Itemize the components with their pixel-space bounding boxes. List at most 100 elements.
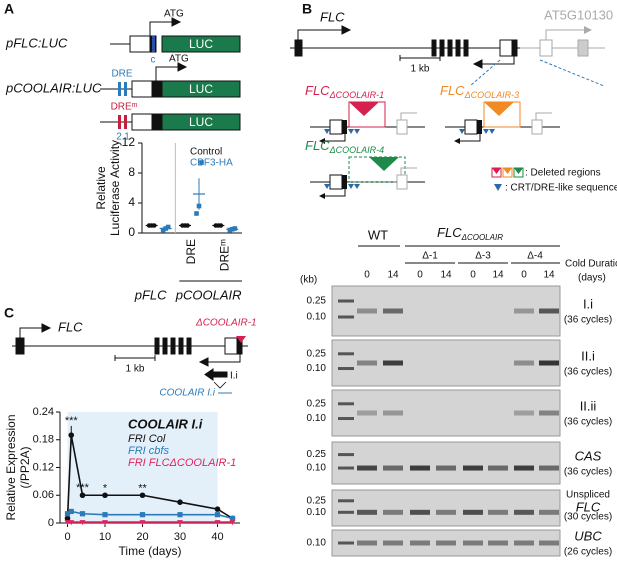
arrow bbox=[325, 189, 346, 197]
data-point bbox=[194, 211, 199, 216]
band bbox=[463, 465, 483, 471]
exon bbox=[464, 119, 478, 135]
x-axis-label: Time (days) bbox=[119, 544, 182, 558]
band bbox=[357, 308, 377, 314]
legend-title: COOLAIR I.i bbox=[128, 416, 203, 431]
y-tick-label: 12 bbox=[122, 135, 136, 149]
band bbox=[383, 540, 403, 546]
marker-size: 0.25 bbox=[307, 449, 327, 460]
y-axis-label: Luciferase Activity bbox=[108, 140, 122, 236]
day-label: 14 bbox=[387, 270, 399, 281]
marker-band bbox=[338, 453, 354, 457]
data-point bbox=[214, 512, 221, 518]
allele-label: FLCΔCOOLAIR-4 bbox=[305, 138, 384, 155]
band bbox=[463, 509, 483, 515]
legend-icons bbox=[491, 167, 524, 191]
y-tick-label: 0 bbox=[48, 517, 54, 529]
crt-site bbox=[324, 184, 330, 189]
allele: ΔCOOLAIR-1 bbox=[329, 90, 385, 100]
band bbox=[357, 410, 377, 416]
exon bbox=[342, 120, 347, 134]
data-point bbox=[177, 512, 183, 518]
gene-diagram bbox=[290, 25, 605, 87]
band bbox=[488, 540, 508, 546]
luc-label: LUC bbox=[189, 115, 213, 129]
data-point bbox=[79, 511, 86, 517]
row-name: UBC bbox=[574, 528, 602, 543]
band bbox=[514, 410, 534, 416]
significance: ** bbox=[138, 482, 147, 494]
band bbox=[410, 509, 430, 515]
y-axis-label: Relative Expression bbox=[4, 414, 18, 520]
data-point bbox=[68, 520, 75, 526]
atg-label: ATG bbox=[169, 54, 189, 65]
exon bbox=[342, 175, 347, 189]
data-point bbox=[68, 432, 75, 438]
arrow bbox=[535, 112, 552, 120]
gene-diagram bbox=[12, 323, 248, 394]
data-point bbox=[64, 511, 71, 517]
panel-label: A bbox=[4, 1, 14, 17]
construct-name: pFLC:LUC bbox=[5, 35, 68, 50]
band bbox=[383, 360, 403, 366]
exon bbox=[477, 120, 482, 134]
gel-image bbox=[331, 285, 561, 337]
gene: FLC bbox=[305, 83, 330, 98]
arrow bbox=[460, 134, 481, 142]
neighbor-gene: AT5G10130 bbox=[544, 7, 613, 22]
legend-entry: FRI Col bbox=[128, 433, 166, 445]
row-name: CAS bbox=[575, 448, 602, 463]
crt-site bbox=[489, 129, 495, 134]
row-cycles: (36 cycles) bbox=[564, 315, 612, 326]
x-tick-label: 0 bbox=[64, 531, 70, 543]
gel-image bbox=[331, 489, 561, 527]
legend-entry: FRI cbfs bbox=[128, 445, 169, 457]
data-point bbox=[160, 227, 166, 233]
band bbox=[410, 465, 430, 471]
crt-site bbox=[324, 129, 330, 134]
band bbox=[357, 465, 377, 471]
row-name: FLC bbox=[576, 499, 601, 514]
data-point bbox=[102, 492, 108, 499]
legend-text: : Deleted regions bbox=[525, 168, 601, 179]
data-point bbox=[165, 224, 171, 230]
y-tick-label: 0.18 bbox=[33, 434, 54, 446]
band bbox=[383, 465, 403, 471]
significance: * bbox=[103, 482, 108, 494]
day-label: 0 bbox=[417, 270, 423, 281]
row-cycles: (36 cycles) bbox=[564, 367, 612, 378]
band bbox=[539, 410, 559, 416]
marker-size: 0.10 bbox=[307, 312, 327, 323]
crt-site bbox=[354, 184, 360, 189]
marker-size: 0.10 bbox=[307, 538, 327, 549]
atg-label: ATG bbox=[164, 9, 184, 20]
day-label: 0 bbox=[364, 270, 370, 281]
neighbor-exon bbox=[531, 119, 543, 135]
band bbox=[514, 540, 534, 546]
arrow bbox=[325, 134, 346, 142]
band bbox=[539, 465, 559, 471]
marker-size: 0.10 bbox=[307, 507, 327, 518]
data-point bbox=[139, 492, 146, 499]
band bbox=[383, 509, 403, 515]
row-cycles: (26 cycles) bbox=[564, 547, 612, 558]
line-label: Δ-3 bbox=[475, 251, 491, 262]
data-point bbox=[139, 520, 146, 526]
significance: *** bbox=[65, 415, 79, 427]
band bbox=[436, 509, 456, 515]
row-name: II.i bbox=[581, 348, 595, 363]
luc-label: LUC bbox=[189, 82, 213, 96]
header-lines bbox=[358, 245, 560, 264]
arrowhead bbox=[319, 193, 325, 199]
allele-label: FLCΔCOOLAIR-1 bbox=[305, 83, 384, 100]
wt-label: WT bbox=[368, 227, 388, 242]
element-label: c bbox=[151, 55, 156, 66]
scale-label: 1 kb bbox=[126, 364, 145, 375]
x-tick-label: 20 bbox=[136, 531, 148, 543]
gene-name: FLC bbox=[58, 319, 83, 334]
deletion-mark bbox=[484, 102, 514, 116]
data-point bbox=[229, 515, 236, 521]
gene: FLC bbox=[305, 138, 330, 153]
marker-size: 0.10 bbox=[307, 363, 327, 374]
band bbox=[514, 360, 534, 366]
